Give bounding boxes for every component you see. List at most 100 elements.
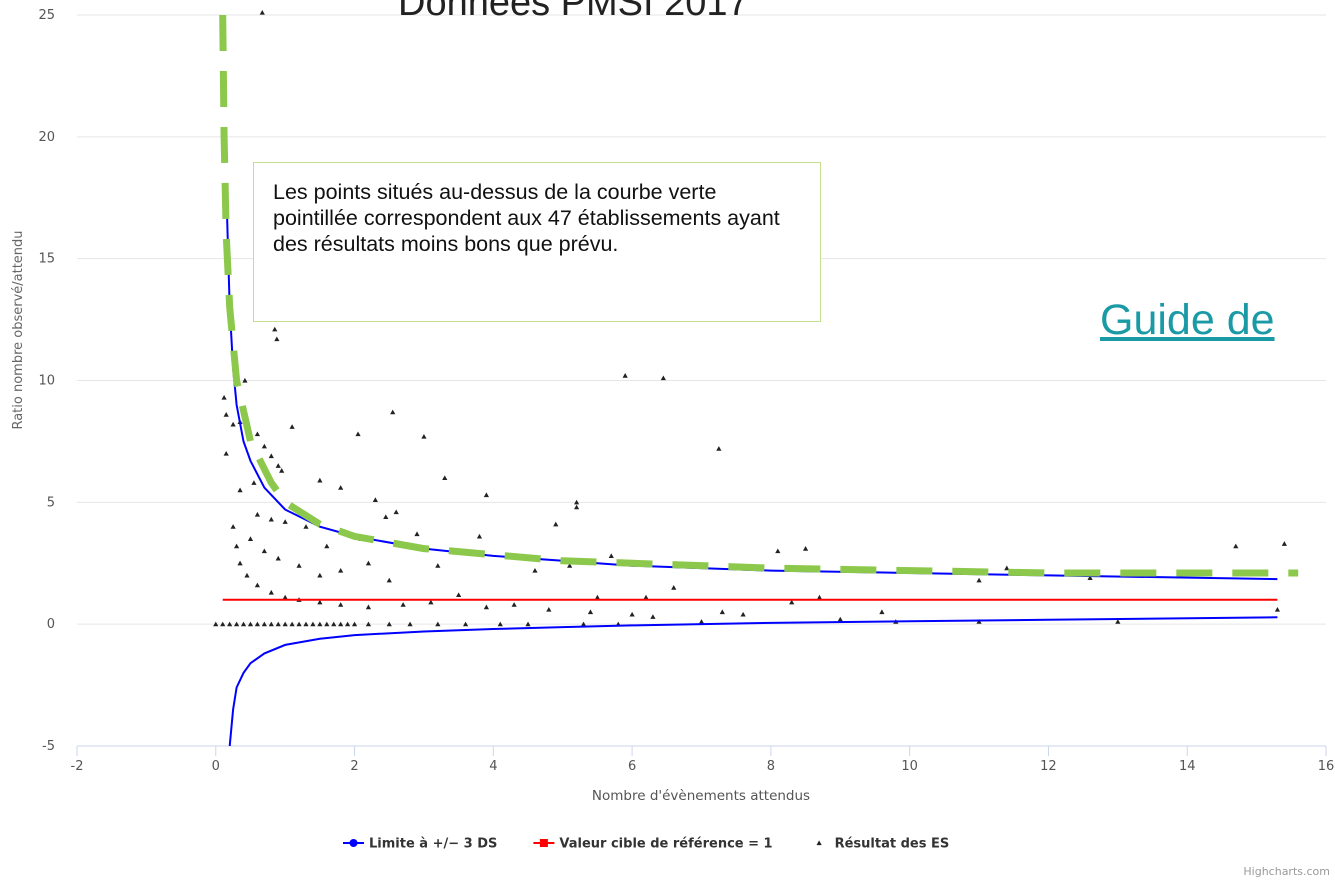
point — [497, 621, 503, 627]
y-tick-label: 15 — [38, 252, 55, 267]
point — [268, 621, 274, 627]
point — [251, 480, 257, 485]
point — [282, 594, 288, 600]
point — [386, 621, 392, 627]
point — [244, 572, 250, 578]
point — [223, 451, 229, 456]
point — [237, 487, 243, 493]
point — [254, 621, 261, 627]
point — [247, 536, 254, 541]
credits: Highcharts.com — [1243, 865, 1330, 878]
legend-symbol — [539, 839, 548, 847]
point — [629, 611, 635, 617]
point — [230, 421, 236, 427]
point — [261, 548, 267, 554]
point — [414, 531, 420, 537]
point — [622, 373, 628, 378]
point — [789, 599, 795, 605]
title: Données PMSI 2017 — [398, 0, 749, 24]
point — [289, 424, 295, 429]
point — [272, 326, 278, 332]
point — [275, 621, 281, 627]
point — [317, 477, 323, 483]
point — [296, 621, 302, 627]
point — [546, 606, 552, 612]
point — [324, 621, 330, 627]
point — [303, 524, 309, 529]
point — [650, 614, 656, 619]
point — [227, 621, 233, 627]
point — [716, 446, 722, 451]
point — [310, 621, 316, 627]
point — [275, 555, 281, 561]
point — [282, 519, 288, 524]
point — [338, 567, 344, 573]
point — [567, 563, 573, 568]
point — [462, 621, 469, 627]
legend-label: Résultat des ES — [835, 837, 950, 852]
point — [317, 621, 323, 627]
legend-label: Valeur cible de référence = 1 — [559, 837, 772, 852]
legend-symbol — [816, 840, 822, 846]
point — [976, 577, 982, 583]
point — [608, 553, 614, 559]
point — [390, 409, 396, 415]
point — [365, 604, 372, 610]
point — [1004, 565, 1010, 571]
point — [428, 599, 434, 605]
point — [802, 546, 809, 551]
point — [296, 563, 302, 568]
point — [476, 533, 483, 539]
x-tick-label: -2 — [71, 759, 84, 774]
x-tick-label: 12 — [1040, 759, 1057, 774]
point — [1115, 619, 1121, 624]
point — [400, 602, 406, 607]
x-tick-label: 0 — [212, 759, 220, 774]
legend-item: Valeur cible de référence = 1 — [533, 837, 773, 852]
point — [345, 621, 351, 627]
x-tick-label: 6 — [628, 759, 636, 774]
point — [355, 431, 361, 437]
point — [393, 509, 399, 515]
point — [268, 589, 274, 595]
point — [643, 594, 649, 600]
point — [532, 567, 538, 573]
point — [816, 594, 823, 600]
point — [383, 514, 389, 520]
point — [719, 609, 725, 615]
point — [660, 375, 666, 381]
point — [435, 563, 441, 568]
point — [879, 609, 885, 615]
point — [587, 609, 594, 615]
point — [1233, 543, 1239, 549]
point — [289, 621, 295, 627]
point — [671, 585, 677, 590]
point — [386, 577, 392, 583]
point — [574, 504, 580, 510]
point — [1087, 575, 1093, 580]
point — [511, 602, 517, 607]
link[interactable]: Guide de — [1100, 296, 1275, 344]
point — [233, 543, 240, 549]
y-tick-label: 25 — [38, 8, 55, 23]
point — [442, 475, 448, 481]
point — [483, 492, 489, 498]
point — [268, 516, 274, 522]
point — [254, 582, 261, 588]
point — [237, 560, 243, 566]
point — [338, 621, 344, 627]
x-tick-label: 16 — [1318, 759, 1335, 774]
point — [261, 443, 267, 449]
y-tick-label: 5 — [47, 495, 55, 510]
point — [282, 621, 288, 627]
point — [775, 548, 781, 554]
point — [698, 619, 705, 624]
point — [242, 377, 248, 383]
x-tick-label: 10 — [901, 759, 918, 774]
point — [483, 604, 489, 610]
point — [240, 621, 247, 627]
legend-symbol — [349, 839, 358, 847]
point — [221, 394, 227, 400]
point — [261, 621, 267, 627]
